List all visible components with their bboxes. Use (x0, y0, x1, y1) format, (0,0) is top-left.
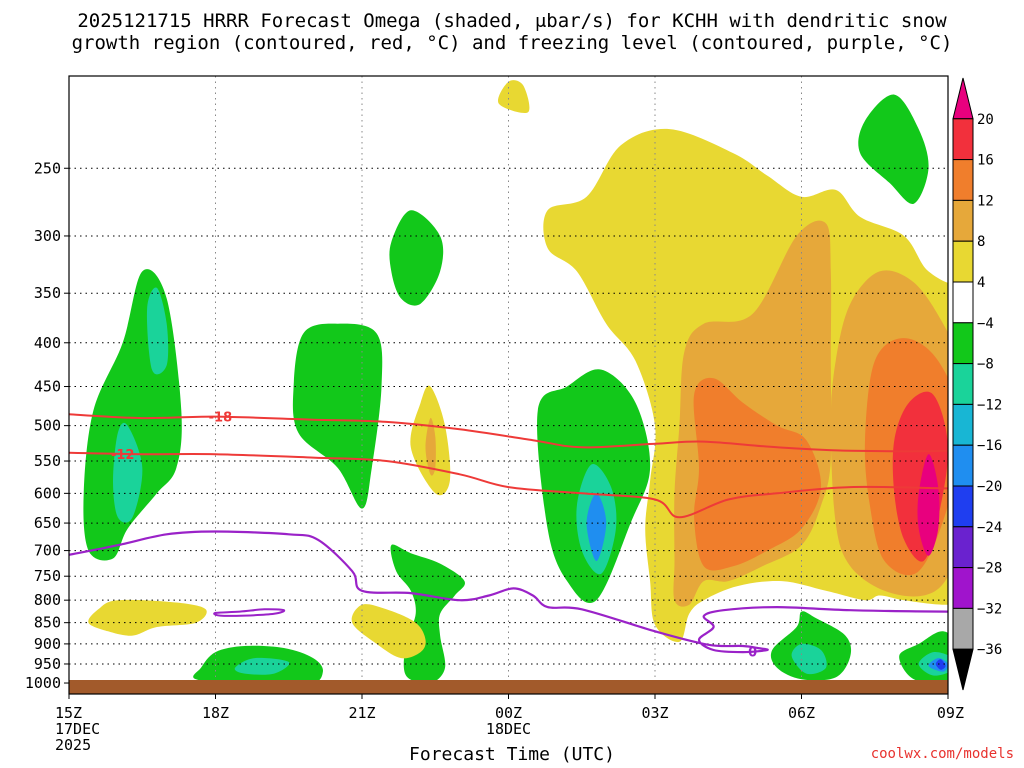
colorbar-swatch-6 (952, 281, 974, 324)
colorbar-label-7: −8 (977, 357, 994, 373)
ytick-label-600: 600 (34, 484, 61, 502)
xtick-label-15Z: 15Z (55, 704, 82, 722)
xtick-date-15Z: 17DEC (55, 720, 100, 738)
colorbar-label-13: −32 (977, 601, 1002, 617)
y-axis: 250 300 350 400 450 500 550 600 650 700 750 800 850 9… (25, 159, 69, 692)
xtick-date-00Z: 18DEC (486, 720, 531, 738)
ytick-label-1000: 1000 (25, 674, 61, 692)
chart-title-line1: 2025121715 HRRR Forecast Omega (shaded, … (77, 10, 947, 32)
ytick-label-400: 400 (34, 334, 61, 352)
omega-region-13 (791, 643, 827, 675)
omega-shading (83, 80, 948, 687)
omega-region-18 (858, 94, 929, 204)
site-credit[interactable]: coolwx.com/models (870, 746, 1014, 762)
omega-region-30 (498, 80, 530, 114)
xtick-label-18Z: 18Z (202, 704, 229, 722)
omega-region-29 (351, 604, 426, 659)
colorbar-label-9: −16 (977, 438, 1002, 454)
colorbar-swatch-8 (952, 363, 974, 405)
colorbar-swatch-13 (952, 567, 974, 609)
colorbar-swatch-3 (952, 159, 974, 201)
omega-region-5 (389, 210, 444, 306)
ytick-label-500: 500 (34, 417, 61, 435)
omega-region-2 (146, 287, 169, 375)
xtick-label-00Z: 00Z (495, 704, 522, 722)
ytick-label-900: 900 (34, 635, 61, 653)
xtick-label-21Z: 21Z (348, 704, 375, 722)
omega-region-3 (113, 422, 143, 523)
colorbar-label-2: 16 (977, 153, 994, 169)
colorbar-label-11: −24 (977, 520, 1002, 536)
colorbar-swatch-11 (952, 485, 974, 528)
freezing-level-label: 0 (748, 645, 757, 660)
dgz-label-12: -12 (111, 448, 135, 463)
dgz-label-18: -18 (209, 411, 233, 426)
ground-bar (69, 680, 948, 694)
dgz-contour-12 (69, 451, 948, 519)
ytick-label-450: 450 (34, 378, 61, 396)
omega-region-28 (88, 599, 207, 636)
ytick-label-750: 750 (34, 567, 61, 585)
omega-region-8 (586, 493, 607, 561)
contours: -18 -12 0 (69, 411, 948, 660)
dgz-contour-18 (69, 413, 948, 453)
colorbar-swatch-1 (952, 77, 974, 120)
colorbar-swatch-7 (952, 322, 974, 365)
colorbar-swatch-12 (952, 526, 974, 569)
freezing-level-contour (69, 530, 948, 654)
ytick-label-850: 850 (34, 614, 61, 632)
colorbar-label-1: 20 (977, 112, 994, 128)
xtick-label-03Z: 03Z (641, 704, 668, 722)
colorbar-swatch-4 (952, 199, 974, 242)
ytick-label-550: 550 (34, 452, 61, 470)
colorbar-swatch-10 (952, 444, 974, 487)
colorbar-label-14: −36 (977, 642, 1002, 658)
colorbar-label-12: −28 (977, 561, 1002, 577)
omega-region-9 (390, 544, 465, 684)
colorbar-label-4: 8 (977, 234, 985, 250)
colorbar-label-3: 12 (977, 193, 994, 209)
colorbar-swatch-9 (952, 403, 974, 446)
xtick-year-15Z: 2025 (55, 736, 91, 754)
omega-region-22 (693, 377, 822, 571)
colorbar-label-10: −20 (977, 479, 1002, 495)
omega-region-17 (935, 659, 946, 670)
omega-region-25 (917, 454, 940, 556)
omega-region-4 (292, 323, 383, 509)
colorbar: 20 16 12 8 4 −4 −8 −12 −16 −20 −24 −28 −32 −36 (952, 77, 1002, 691)
colorbar-label-5: 4 (977, 275, 985, 291)
ytick-label-300: 300 (34, 227, 61, 245)
ytick-label-350: 350 (34, 284, 61, 302)
ytick-label-800: 800 (34, 591, 61, 609)
colorbar-label-6: −4 (977, 316, 994, 332)
colorbar-swatch-5 (952, 240, 974, 283)
freezing-level-loop (213, 608, 286, 617)
omega-region-11 (234, 657, 290, 675)
chart-title-line2: growth region (contoured, red, °C) and f… (71, 32, 953, 54)
ytick-label-700: 700 (34, 542, 61, 560)
colorbar-swatch-15 (952, 648, 974, 691)
colorbar-label-8: −12 (977, 397, 1002, 413)
x-axis-label: Forecast Time (UTC) (409, 744, 615, 765)
ytick-label-250: 250 (34, 159, 61, 177)
colorbar-swatch-14 (952, 607, 974, 650)
xtick-label-09Z: 09Z (937, 704, 964, 722)
colorbar-swatch-2 (952, 118, 974, 161)
xtick-label-06Z: 06Z (788, 704, 815, 722)
ytick-label-650: 650 (34, 514, 61, 532)
ytick-label-950: 950 (34, 655, 61, 673)
